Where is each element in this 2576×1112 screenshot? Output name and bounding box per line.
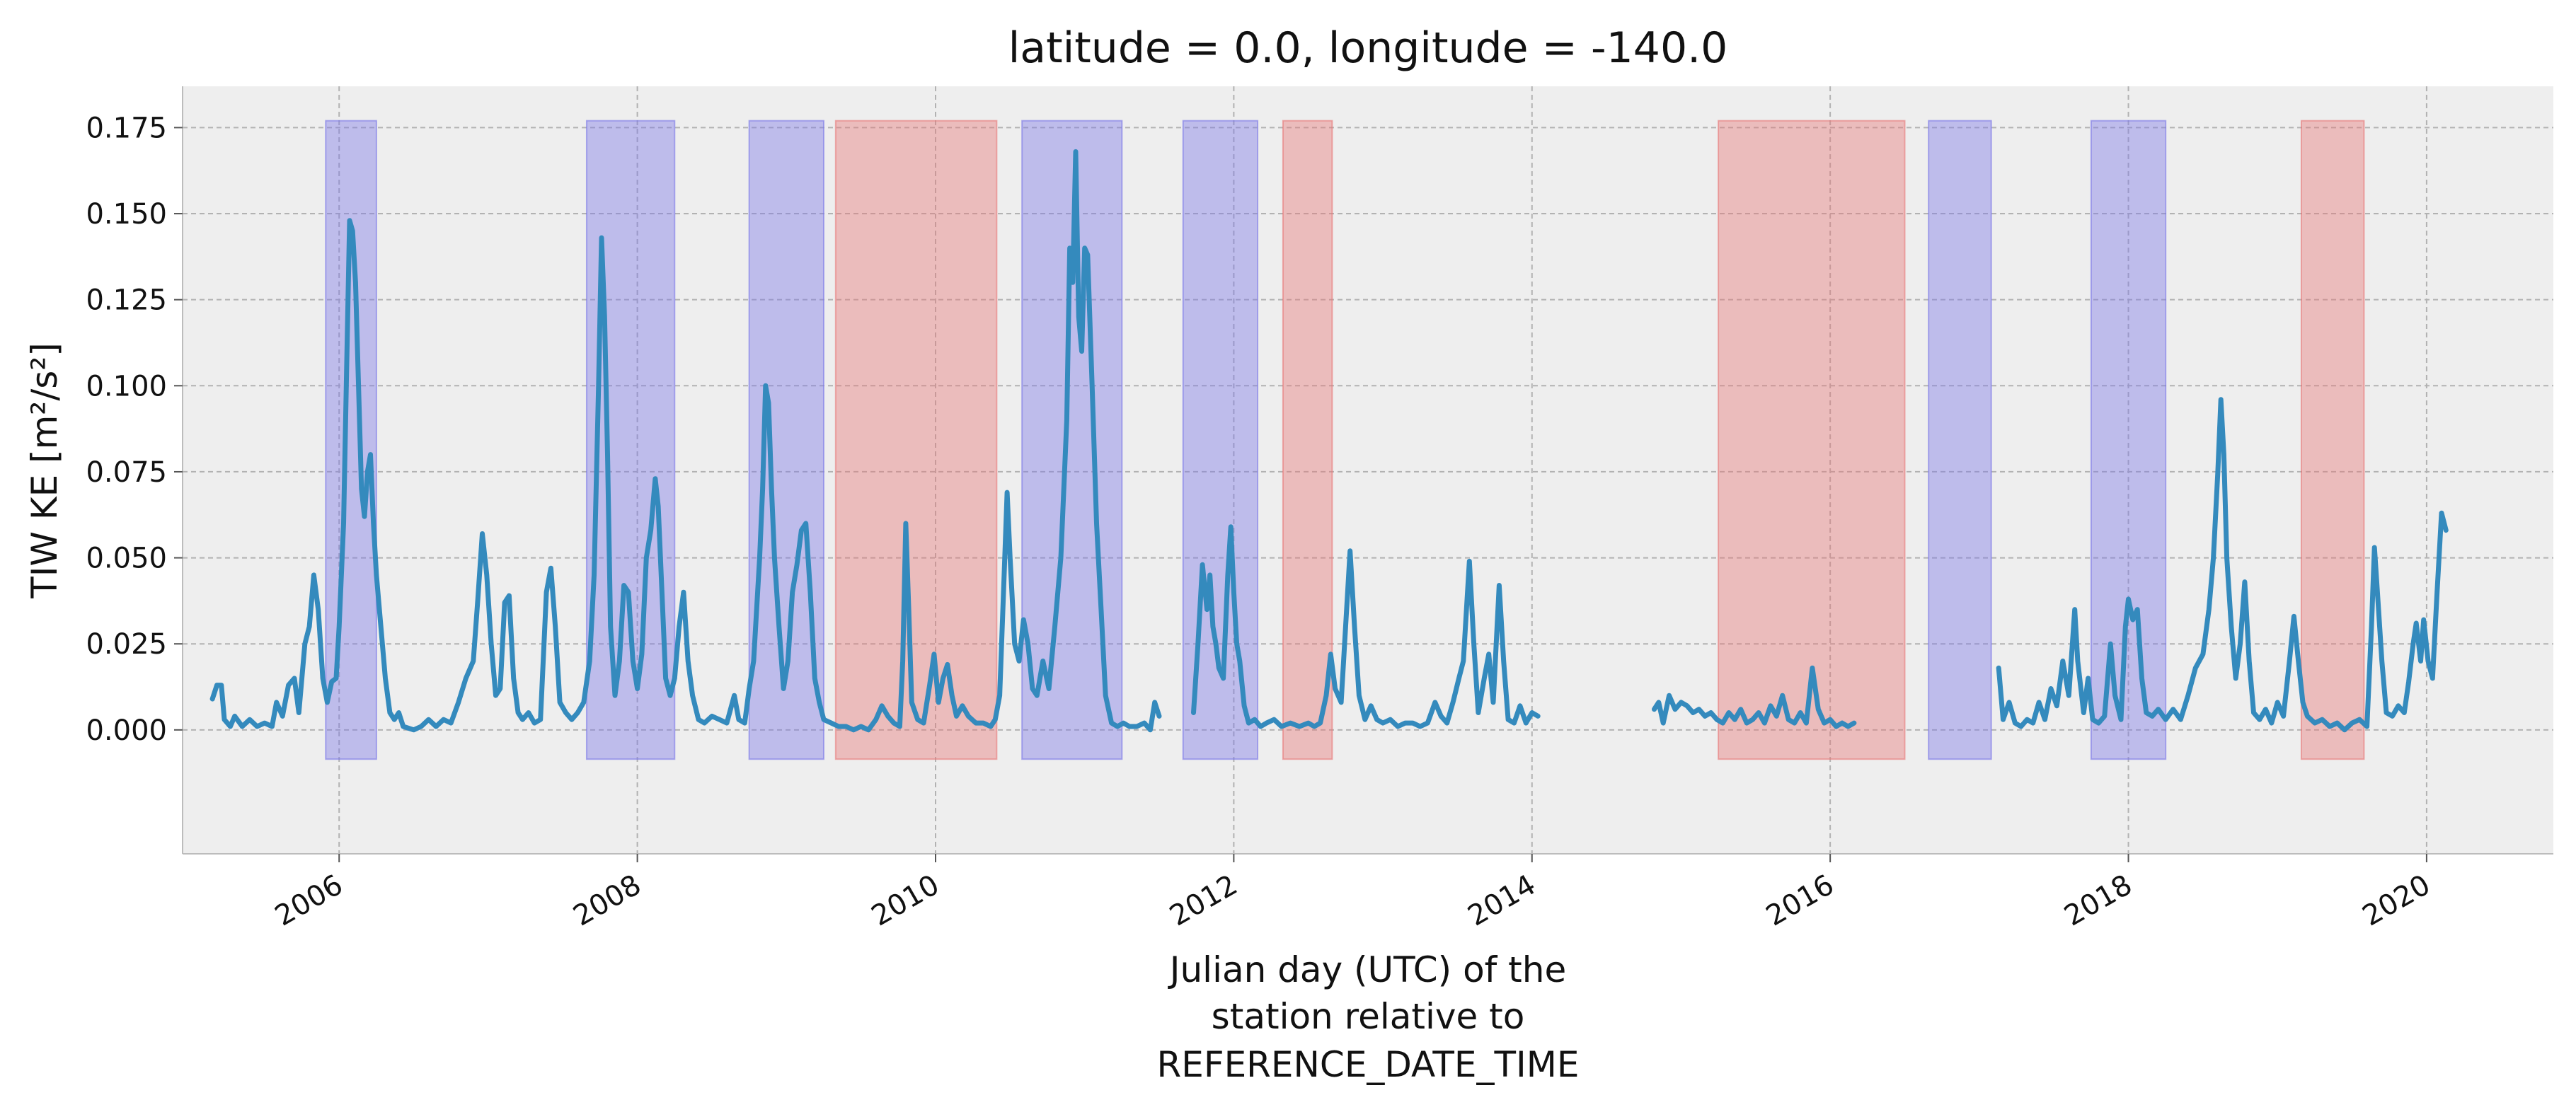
x-axis-label-line-1: Julian day (UTC) of the [1168,949,1566,990]
y-tick-label: 0.125 [86,284,167,317]
grid [183,86,2553,854]
el-nino-band [1718,120,1906,760]
series-line-segment [1652,665,1857,729]
plot-area [183,86,2553,854]
x-axis-label-line-3: REFERENCE_DATE_TIME [1156,1044,1579,1085]
y-tick-label: 0.100 [86,370,167,402]
el-nino-band [2300,120,2365,760]
y-axis-label: TIW KE [m²/s²] [24,342,65,599]
chart-title: latitude = 0.0, longitude = -140.0 [1008,23,1728,73]
la-nina-band [585,120,676,760]
la-nina-band [325,120,377,760]
series-line [209,149,2449,733]
y-tick-label: 0.075 [86,456,167,489]
la-nina-band [2090,120,2167,760]
x-axis-label: Julian day (UTC) of the station relative… [1156,949,1579,1085]
y-tick-label: 0.025 [86,628,167,661]
series-line-segment [209,149,1162,733]
la-nina-band [1928,120,1992,760]
series-line-segment [1996,397,2449,733]
y-tick-label: 0.050 [86,543,167,575]
y-tick-label: 0.175 [86,112,167,144]
x-axis-label-line-2: station relative to [1212,996,1525,1037]
y-tick-label: 0.150 [86,198,167,231]
el-nino-band [834,120,998,760]
el-nino-band [1282,120,1333,760]
y-tick-label: 0.000 [86,714,167,747]
series-line-segment [1191,524,1541,729]
